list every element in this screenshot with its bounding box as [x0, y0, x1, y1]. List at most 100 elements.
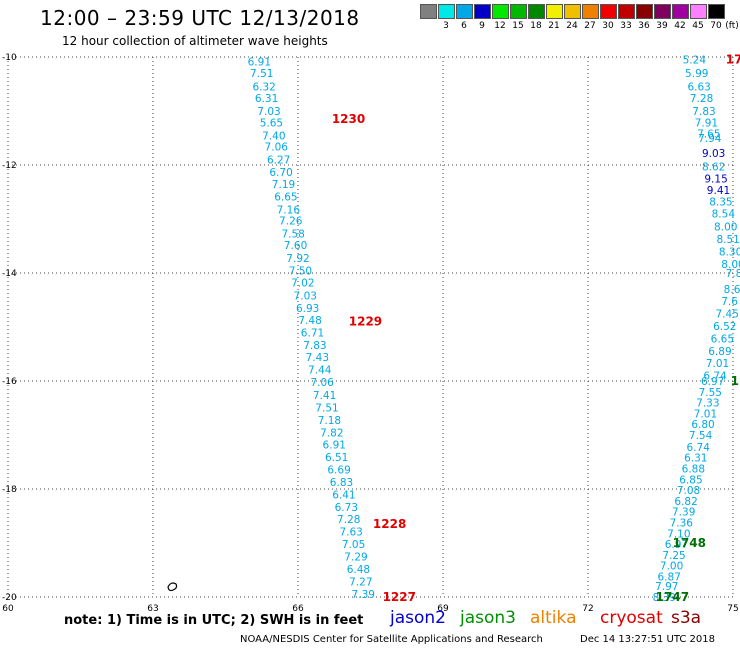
wave-height-value: 6.31 — [684, 453, 707, 465]
x-tick-label: 72 — [582, 604, 593, 614]
wave-height-value: 7.03 — [294, 291, 317, 303]
legend-swatch — [420, 4, 437, 19]
legend-swatch — [690, 4, 707, 19]
wave-height-value: 7.10 — [667, 528, 690, 540]
wave-height-value: 6.63 — [687, 82, 710, 94]
wave-height-value: 6.70 — [269, 167, 292, 179]
pass-time-label: 1747 — [656, 590, 689, 604]
wave-height-value: 7.60 — [284, 240, 307, 252]
wave-height-value: 8.51 — [716, 234, 739, 246]
wave-height-value: 8.62 — [702, 162, 725, 174]
wave-height-value: 8.39 — [653, 592, 676, 604]
y-tick-label: -18 — [2, 485, 17, 495]
wave-height-value: 7.16 — [277, 204, 301, 216]
wave-height-value: 7.58 — [281, 229, 304, 241]
pass-time-label: 1230 — [332, 112, 365, 126]
wave-height-value: 7.82 — [320, 427, 343, 439]
wave-height-value: 7.8 — [726, 268, 740, 280]
wave-height-value: 6.91 — [323, 440, 346, 452]
wave-height-value: 7.83 — [303, 340, 326, 352]
wave-height-value: 6.74 — [703, 371, 727, 383]
legend-swatch — [546, 4, 563, 19]
wave-height-value: 6.97 — [665, 539, 688, 551]
legend-swatch — [456, 4, 473, 19]
legend-tick-label: 9 — [479, 21, 485, 31]
legend-swatch — [582, 4, 599, 19]
x-tick-label: 66 — [292, 604, 304, 614]
wave-height-value: 7.18 — [318, 415, 341, 427]
wave-height-value: 7.6 — [721, 296, 738, 308]
legend-swatch — [672, 4, 689, 19]
wave-height-value: 5.99 — [685, 68, 708, 80]
y-tick-label: -14 — [2, 269, 17, 279]
wave-height-value: 6.85 — [679, 474, 702, 486]
wave-height-value: 7.55 — [699, 387, 722, 399]
wave-height-value: 7.54 — [689, 430, 713, 442]
pass-time-label: 1227 — [383, 590, 416, 604]
wave-height-value: 7.94 — [698, 133, 722, 145]
legend-tick-label: 33 — [620, 21, 632, 31]
wave-height-value: 6.69 — [327, 465, 350, 477]
y-tick-label: -16 — [2, 377, 17, 387]
chart-subtitle: 12 hour collection of altimeter wave hei… — [62, 34, 328, 48]
legend-swatch — [438, 4, 455, 19]
legend-tick-label: 6 — [461, 21, 467, 31]
satellite-label: jason3 — [460, 608, 516, 628]
wave-height-value: 7.39 — [672, 507, 695, 519]
page-title: 12:00 – 23:59 UTC 12/13/2018 — [40, 6, 360, 30]
wave-height-value: 6.87 — [658, 571, 681, 583]
wave-height-value: 5.24 — [683, 55, 707, 67]
wave-height-value: 6.48 — [347, 564, 370, 576]
wave-height-value: 9.03 — [702, 148, 725, 160]
wave-height-value: 7.83 — [692, 106, 715, 118]
wave-height-value: 6.52 — [713, 321, 736, 333]
wave-height-value: 6.97 — [701, 376, 724, 388]
legend-swatch — [564, 4, 581, 19]
legend-tick-label: 70 — [710, 21, 722, 31]
legend-tick-label: 15 — [512, 21, 524, 31]
wave-height-value: 7.01 — [694, 408, 717, 420]
wave-height-value: 7.06 — [265, 142, 289, 154]
satellite-label: jason2 — [390, 608, 446, 628]
wave-height-value: 8.00 — [714, 222, 737, 234]
satellite-label: altika — [530, 608, 577, 628]
satellite-label: cryosat — [600, 608, 663, 628]
wave-height-value: 7.41 — [313, 390, 336, 402]
wave-height-value: 6.83 — [330, 477, 353, 489]
y-tick-label: -20 — [2, 593, 17, 603]
x-tick-label: 60 — [2, 604, 14, 614]
wave-height-value: 6.65 — [274, 191, 297, 203]
legend-tick-label: 39 — [656, 21, 668, 31]
y-tick-label: -10 — [2, 53, 17, 63]
wave-height-value: 6.27 — [267, 155, 290, 167]
wave-height-value: 7.03 — [257, 106, 280, 118]
satellite-label: s3a — [671, 608, 702, 628]
legend-tick-label: 21 — [548, 21, 560, 31]
wave-height-value: 7.19 — [272, 179, 295, 191]
wave-height-value: 7.45 — [716, 309, 739, 321]
wave-height-value: 7.39 — [352, 589, 375, 601]
wave-height-value: 6.82 — [674, 496, 697, 508]
wave-height-value: 7.28 — [690, 93, 713, 105]
legend-unit: (ft) — [725, 21, 739, 31]
wave-height-value: 7.65 — [697, 129, 720, 141]
wave-height-value: 7.28 — [337, 514, 360, 526]
wave-height-value: 6.73 — [335, 502, 358, 514]
legend-swatch — [636, 4, 653, 19]
wave-height-value: 8.35 — [709, 197, 732, 209]
wave-height-value: 8.00 — [721, 259, 740, 271]
wave-height-value: 7.48 — [298, 315, 321, 327]
wave-height-value: 6.41 — [332, 489, 355, 501]
legend-swatch — [654, 4, 671, 19]
wave-height-value: 7.25 — [662, 550, 685, 562]
wave-height-value: 6.80 — [691, 419, 714, 431]
wave-height-value: 7.44 — [308, 365, 332, 377]
legend-tick-label: 12 — [494, 21, 506, 31]
legend-tick-label: 42 — [674, 21, 686, 31]
x-tick-label: 69 — [437, 604, 449, 614]
legend-swatch — [618, 4, 635, 19]
wave-height-value: 7.40 — [262, 130, 285, 142]
legend-tick-label: 36 — [638, 21, 650, 31]
legend-swatch — [510, 4, 527, 19]
